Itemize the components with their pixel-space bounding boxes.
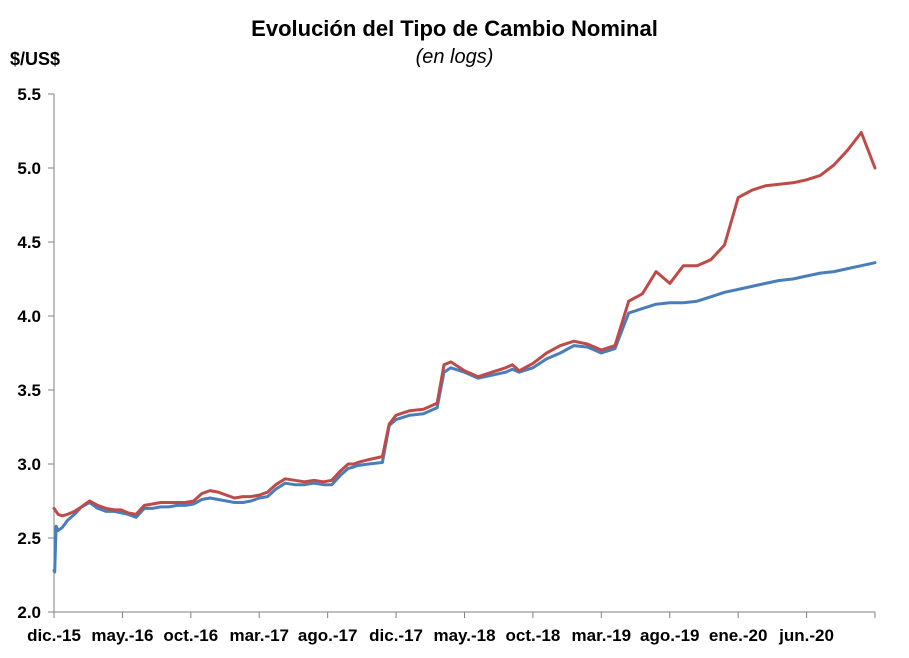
x-tick-label: ago.-19 bbox=[640, 626, 700, 645]
x-tick-label: oct.-16 bbox=[163, 626, 218, 645]
y-tick-label: 2.0 bbox=[17, 603, 41, 622]
x-tick-label: dic.-17 bbox=[369, 626, 423, 645]
x-tick-label: may.-18 bbox=[433, 626, 495, 645]
series-line-blue bbox=[52, 261, 877, 574]
series-line-red bbox=[52, 131, 877, 518]
x-tick-label: jun.-20 bbox=[778, 626, 834, 645]
y-tick-label: 2.5 bbox=[17, 529, 41, 548]
y-tick-label: 3.0 bbox=[17, 455, 41, 474]
x-tick-label: ago.-17 bbox=[298, 626, 358, 645]
x-tick-label: ene.-20 bbox=[709, 626, 768, 645]
chart-subtitle: (en logs) bbox=[415, 46, 494, 68]
y-tick-label: 5.5 bbox=[17, 85, 41, 104]
y-tick-label: 3.5 bbox=[17, 381, 41, 400]
x-tick-label: mar.-19 bbox=[572, 626, 632, 645]
x-tick-label: may.-16 bbox=[91, 626, 153, 645]
x-tick-label: dic.-15 bbox=[27, 626, 81, 645]
y-tick-label: 4.0 bbox=[17, 307, 41, 326]
y-tick-label: 5.0 bbox=[17, 159, 41, 178]
y-tick-label: 4.5 bbox=[17, 233, 41, 252]
y-axis-unit-label: $/US$ bbox=[10, 49, 61, 69]
x-tick-label: mar.-17 bbox=[229, 626, 289, 645]
x-tick-label: oct.-18 bbox=[506, 626, 561, 645]
chart-title: Evolución del Tipo de Cambio Nominal bbox=[251, 16, 658, 41]
